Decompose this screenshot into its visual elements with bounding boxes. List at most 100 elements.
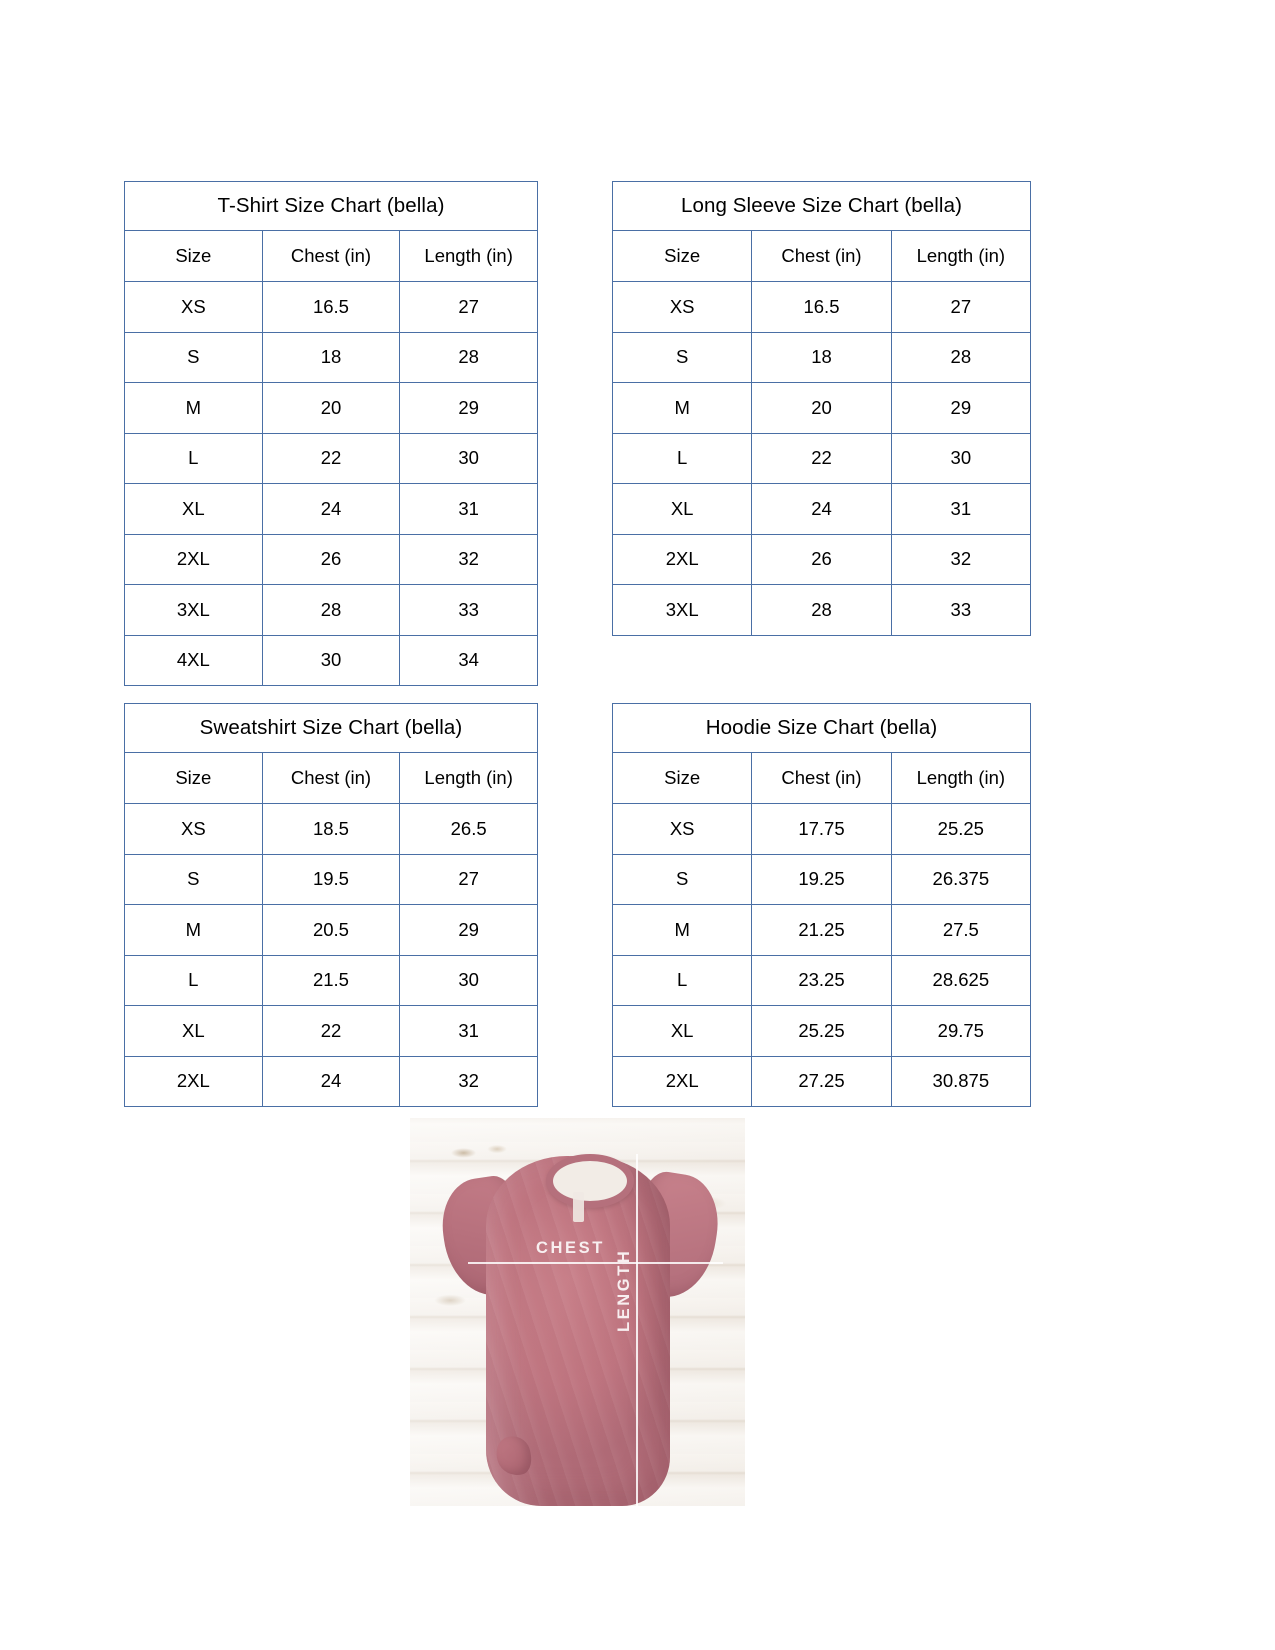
cell-chest: 22: [261, 432, 401, 484]
cell-length: 27: [399, 853, 538, 905]
cell-length: 33: [890, 584, 1032, 636]
cell-size: 3XL: [611, 584, 753, 636]
cell-length: 31: [890, 483, 1032, 535]
table-title-row: Hoodie Size Chart (bella): [612, 703, 1031, 753]
table-row: S 18 28: [124, 331, 538, 383]
table-row: L 23.25 28.625: [611, 954, 1032, 1006]
table-row: L 22 30: [611, 432, 1032, 484]
cell-size: S: [611, 853, 753, 905]
measurement-guide-photo: CHEST LENGTH: [410, 1118, 745, 1506]
cell-length: 29: [399, 904, 538, 956]
cell-size: M: [124, 904, 263, 956]
table-row: M 21.25 27.5: [611, 904, 1032, 956]
cell-size: S: [611, 331, 753, 383]
table-row: 2XL 27.25 30.875: [611, 1055, 1032, 1107]
table-title-row: Sweatshirt Size Chart (bella): [124, 703, 538, 753]
table-row: M 20.5 29: [124, 904, 538, 956]
cell-size: L: [124, 954, 263, 1006]
table-title-row: T-Shirt Size Chart (bella): [124, 181, 538, 231]
cell-length: 29: [399, 382, 538, 434]
tshirt-chart-title: T-Shirt Size Chart (bella): [124, 181, 538, 231]
table-row: L 21.5 30: [124, 954, 538, 1006]
cell-length: 32: [399, 1055, 538, 1107]
cell-chest: 24: [261, 1055, 401, 1107]
table-header-row: Size Chest (in) Length (in): [124, 752, 538, 804]
cell-size: M: [611, 904, 753, 956]
tshirt-illustration: [436, 1148, 726, 1506]
cell-length: 32: [890, 533, 1032, 585]
table-row: 2XL 26 32: [611, 533, 1032, 585]
cell-length: 25.25: [890, 803, 1032, 855]
table-row: 4XL 30 34: [124, 634, 538, 686]
cell-size: M: [124, 382, 263, 434]
chest-measure-line: [468, 1262, 723, 1264]
cell-size: 2XL: [124, 533, 263, 585]
column-header-length: Length (in): [890, 752, 1032, 804]
table-row: S 19.25 26.375: [611, 853, 1032, 905]
cell-size: L: [611, 432, 753, 484]
cell-length: 26.5: [399, 803, 538, 855]
cell-chest: 21.25: [751, 904, 892, 956]
column-header-size: Size: [124, 230, 263, 282]
cell-length: 30.875: [890, 1055, 1032, 1107]
cell-size: XL: [611, 483, 753, 535]
cell-length: 28: [399, 331, 538, 383]
table-row: M 20 29: [124, 382, 538, 434]
cell-size: XS: [611, 803, 753, 855]
column-header-chest: Chest (in): [261, 230, 401, 282]
cell-length: 27: [399, 281, 538, 333]
cell-length: 30: [399, 432, 538, 484]
cell-chest: 18.5: [261, 803, 401, 855]
cell-chest: 16.5: [751, 281, 892, 333]
cell-length: 29: [890, 382, 1032, 434]
table-row: 2XL 26 32: [124, 533, 538, 585]
column-header-chest: Chest (in): [751, 230, 892, 282]
table-header-row: Size Chest (in) Length (in): [611, 752, 1032, 804]
table-row: M 20 29: [611, 382, 1032, 434]
table-row: XL 22 31: [124, 1005, 538, 1057]
cell-chest: 20: [261, 382, 401, 434]
cell-chest: 22: [261, 1005, 401, 1057]
cell-chest: 20: [751, 382, 892, 434]
cell-chest: 30: [261, 634, 401, 686]
table-row: L 22 30: [124, 432, 538, 484]
long-sleeve-chart-title: Long Sleeve Size Chart (bella): [612, 181, 1031, 231]
cell-chest: 24: [261, 483, 401, 535]
hoodie-chart-title: Hoodie Size Chart (bella): [612, 703, 1031, 753]
cell-chest: 18: [261, 331, 401, 383]
table-row: 2XL 24 32: [124, 1055, 538, 1107]
cell-chest: 19.5: [261, 853, 401, 905]
hoodie-size-table: Hoodie Size Chart (bella) Size Chest (in…: [611, 703, 1032, 1107]
cell-chest: 28: [751, 584, 892, 636]
chest-measure-label: CHEST: [536, 1239, 605, 1257]
column-header-size: Size: [611, 752, 753, 804]
length-measure-line: [636, 1154, 638, 1506]
cell-size: XL: [124, 1005, 263, 1057]
table-header-row: Size Chest (in) Length (in): [611, 230, 1032, 282]
column-header-size: Size: [611, 230, 753, 282]
cell-size: XL: [124, 483, 263, 535]
cell-length: 29.75: [890, 1005, 1032, 1057]
cell-length: 27.5: [890, 904, 1032, 956]
cell-length: 33: [399, 584, 538, 636]
cell-chest: 23.25: [751, 954, 892, 1006]
table-row: 3XL 28 33: [124, 584, 538, 636]
length-measure-label: LENGTH: [615, 1248, 633, 1332]
table-row: XL 24 31: [124, 483, 538, 535]
cell-length: 30: [399, 954, 538, 1006]
cell-length: 28: [890, 331, 1032, 383]
table-row: XS 18.5 26.5: [124, 803, 538, 855]
cell-size: L: [611, 954, 753, 1006]
cell-size: 3XL: [124, 584, 263, 636]
tshirt-size-chart-block: T-Shirt Size Chart (bella) Size Chest (i…: [124, 181, 538, 686]
sweatshirt-size-chart-block: Sweatshirt Size Chart (bella) Size Chest…: [124, 703, 538, 1107]
table-row: XS 16.5 27: [611, 281, 1032, 333]
cell-size: M: [611, 382, 753, 434]
tshirt-neck-tag: [573, 1192, 584, 1222]
cell-length: 26.375: [890, 853, 1032, 905]
cell-size: S: [124, 853, 263, 905]
column-header-length: Length (in): [890, 230, 1032, 282]
hoodie-size-chart-block: Hoodie Size Chart (bella) Size Chest (in…: [611, 703, 1032, 1107]
tshirt-collar: [546, 1154, 634, 1208]
